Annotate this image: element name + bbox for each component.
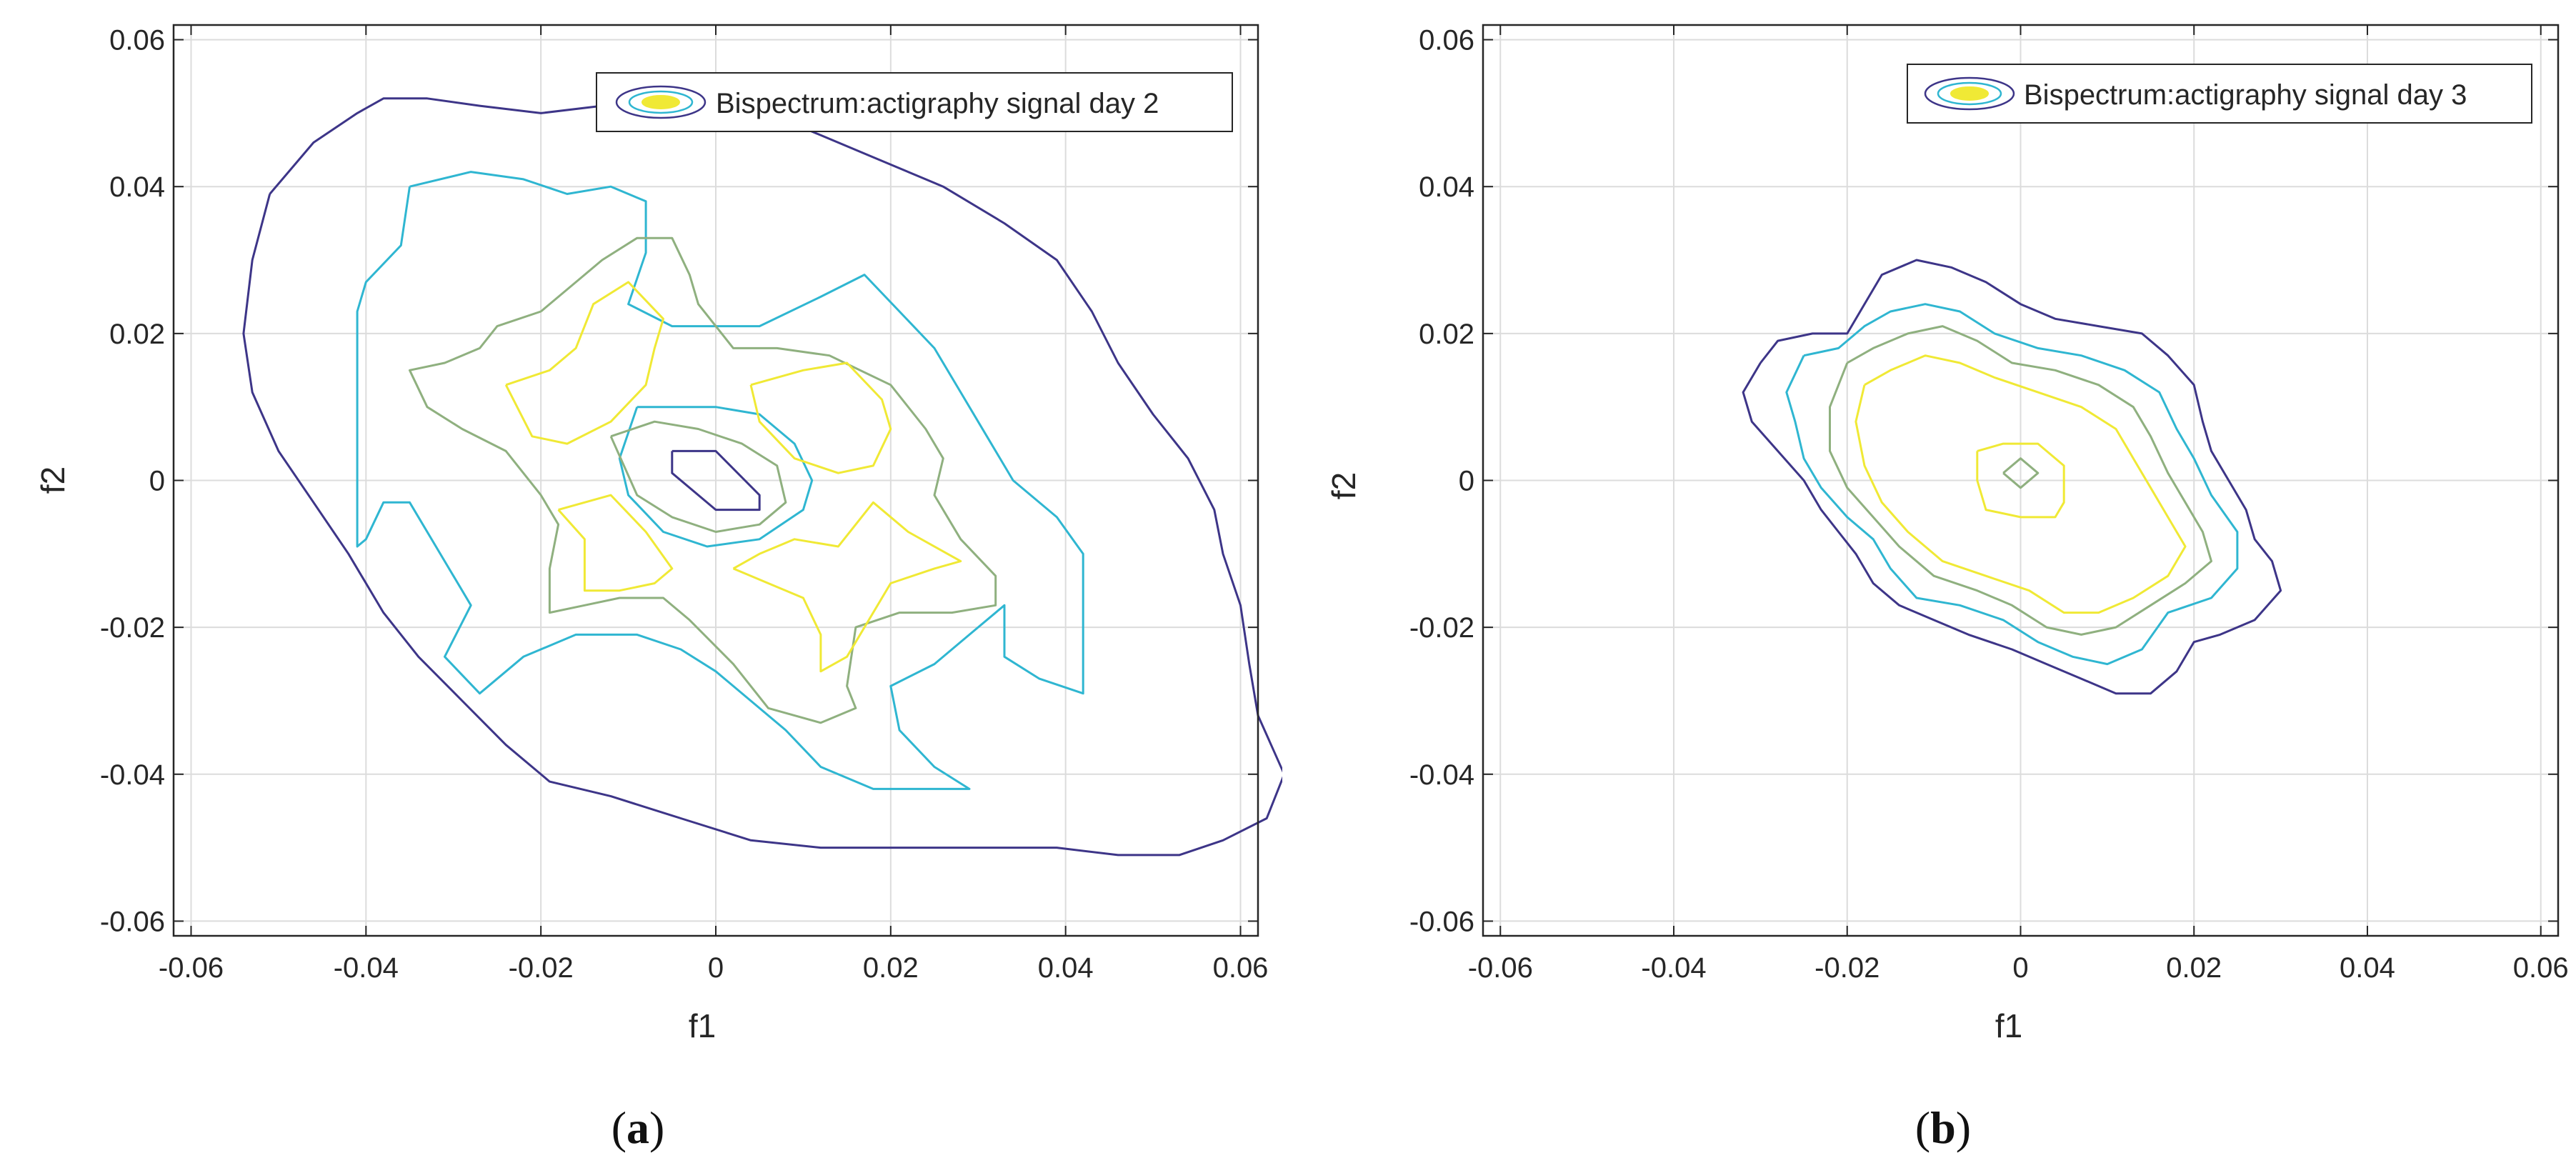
panel-b-contours <box>1742 259 2282 695</box>
panel-a-x-tick-label: -0.04 <box>334 952 399 984</box>
panel-a-contour-level-4-path-3 <box>557 494 674 592</box>
panel-b-y-axis-label: f2 <box>1325 472 1362 499</box>
panel-b-legend: Bispectrum:actigraphy signal day 3 <box>1907 64 2532 124</box>
panel-b-y-tick-label: -0.06 <box>1409 906 1474 937</box>
panel-a-y-axis-label: f2 <box>34 466 71 494</box>
panel-a-x-tick-label: 0.04 <box>1038 952 1094 984</box>
panel-b-x-tick-label: 0 <box>2012 952 2028 984</box>
panel-b-legend-swatch <box>1924 76 2015 111</box>
panel-a-y-tick-label: 0.04 <box>109 171 165 203</box>
panel-a-legend: Bispectrum:actigraphy signal day 2 <box>596 72 1233 132</box>
panel-a-x-axis-label: f1 <box>689 1007 716 1044</box>
panel-a-x-tick-label: -0.06 <box>159 952 224 984</box>
panel-b-x-tick-label: -0.02 <box>1814 952 1879 984</box>
legend-swatch-mid <box>628 90 694 114</box>
panel-a-y-tick-label: 0.06 <box>109 25 165 56</box>
legend-swatch-mid <box>1937 81 2002 106</box>
panel-a-x-tick-label: 0.02 <box>863 952 919 984</box>
panel-b-contour-level-1-path-1 <box>1742 259 2282 695</box>
panel-a-legend-label: Bispectrum:actigraphy signal day 2 <box>716 88 1159 119</box>
panel-a-contour-level-3-path-2 <box>609 420 787 533</box>
chart-panel-a: -0.06 -0.04 -0.02 0 0.02 0.04 0.06 -0.06-0.04-… <box>0 0 1286 1154</box>
panel-b-legend-label: Bispectrum:actigraphy signal day 3 <box>2024 79 2467 111</box>
panel-a-legend-swatch <box>615 85 707 119</box>
panel-b-x-tick-label: 0.02 <box>2166 952 2222 984</box>
panel-b-y-gridlines <box>1483 39 2558 922</box>
panel-a-x-tick-label: 0 <box>708 952 724 984</box>
panel-b-x-axis-label: f1 <box>1995 1007 2022 1044</box>
panel-a-y-gridlines <box>174 39 1258 922</box>
panel-a-legend-box <box>596 72 1233 132</box>
legend-swatch-outer <box>1924 76 2015 111</box>
chart-panel-b: -0.06 -0.04 -0.02 0 0.02 0.04 0.06 -0.06-0.04-… <box>1282 0 2576 1154</box>
panel-label-a: (a) <box>611 1102 665 1153</box>
legend-swatch-inner <box>1950 86 1989 101</box>
legend-swatch-outer <box>615 85 707 119</box>
panel-a-contour-level-4-path-2 <box>749 361 892 474</box>
panel-a-y-tick-label: 0 <box>149 466 165 497</box>
panel-b-contour-level-4-path-1 <box>1854 354 2187 614</box>
panel-b-contour-level-2-path-1 <box>1785 303 2239 666</box>
panel-a-contour-level-1-path-2 <box>671 449 761 511</box>
panel-b-y-tick-label: 0 <box>1459 466 1474 497</box>
panel-b-y-ticks: -0.06 -0.04 -0.02 0 0.02 0.04 0.06 <box>1409 25 2558 937</box>
panel-a-y-ticks: -0.06 -0.04 -0.02 0 0.02 0.04 0.06 <box>100 25 1258 937</box>
panel-a-contour-level-2-path-2 <box>618 406 814 548</box>
panel-b-contour-level-4-path-2 <box>1976 442 2065 519</box>
panel-b-contour-level-3-path-1 <box>1829 325 2212 636</box>
panel-b-y-tick-label: -0.04 <box>1409 759 1474 791</box>
panel-a-contour-level-3-path-1 <box>409 236 997 724</box>
panel-a-x-ticks: -0.06 -0.04 -0.02 0 0.02 0.04 0.06 <box>159 25 1269 984</box>
panel-a-contour-level-4-path-1 <box>504 281 664 445</box>
panel-b-x-tick-label: 0.04 <box>2340 952 2395 984</box>
panel-a-x-tick-label: 0.06 <box>1213 952 1269 984</box>
panel-a-y-tick-label: -0.02 <box>100 612 165 644</box>
panel-b-y-tick-label: 0.02 <box>1419 319 1474 350</box>
panel-a-x-tick-label: -0.02 <box>509 952 574 984</box>
panel-b-y-tick-label: -0.02 <box>1409 612 1474 644</box>
legend-swatch-inner <box>641 95 680 109</box>
panel-b-x-tick-label: -0.06 <box>1468 952 1533 984</box>
panel-b-x-ticks: -0.06 -0.04 -0.02 0 0.02 0.04 0.06 <box>1468 25 2569 984</box>
panel-a-y-tick-label: -0.04 <box>100 759 165 791</box>
panel-a-contour-level-4-path-4 <box>732 501 962 673</box>
panel-b-x-tick-label: 0.06 <box>2513 952 2569 984</box>
panel-b-legend-box <box>1907 64 2532 124</box>
panel-b-y-tick-label: 0.04 <box>1419 171 1474 203</box>
panel-b-x-tick-label: -0.04 <box>1641 952 1706 984</box>
panel-b-y-tick-label: 0.06 <box>1419 25 1474 56</box>
panel-a-y-tick-label: -0.06 <box>100 906 165 937</box>
panel-b-contour-level-3-path-2 <box>2002 457 2040 489</box>
panel-label-b: (b) <box>1915 1102 1971 1153</box>
panel-a-y-tick-label: 0.02 <box>109 319 165 350</box>
